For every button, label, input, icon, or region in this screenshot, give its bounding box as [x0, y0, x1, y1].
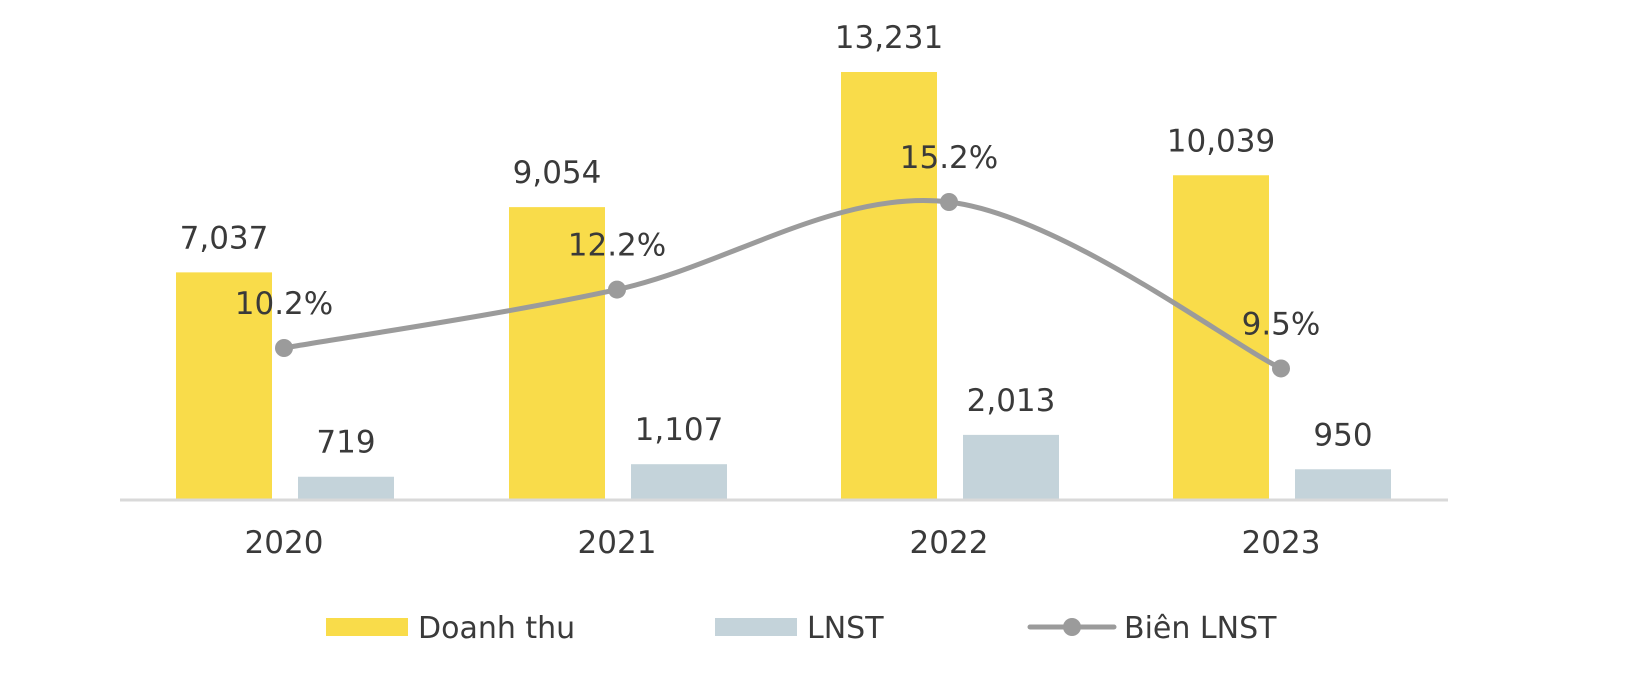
bar-lnst-2020	[298, 476, 394, 500]
legend-swatch-doanh-thu	[326, 618, 408, 636]
x-tick-label-2021: 2021	[578, 525, 657, 561]
x-tick-label-2023: 2023	[1242, 525, 1321, 561]
bar-label-lnst-2021: 1,107	[635, 412, 724, 448]
legend: Doanh thu LNST Biên LNST	[326, 611, 1277, 646]
bar-doanh-thu-2023	[1173, 175, 1269, 501]
bar-label-doanh-thu-2023: 10,039	[1167, 123, 1275, 159]
line-label-2023: 9.5%	[1242, 306, 1321, 342]
x-tick-label-2022: 2022	[910, 525, 989, 561]
bar-label-lnst-2023: 950	[1313, 417, 1372, 453]
bar-label-doanh-thu-2020: 7,037	[180, 220, 269, 256]
bar-lnst-2023	[1295, 469, 1391, 500]
legend-label-lnst: LNST	[807, 611, 884, 646]
bar-lnst-2022	[963, 434, 1059, 500]
labels-layer: 7,037 9,054 13,231 10,039 719 1,107 2,013 950 10…	[180, 20, 1373, 461]
legend-label-doanh-thu: Doanh thu	[418, 611, 575, 646]
line-point-2021	[608, 280, 626, 299]
legend-marker-biên-lnst	[1063, 618, 1081, 636]
line-label-2020: 10.2%	[235, 286, 333, 322]
line-label-2022: 15.2%	[900, 140, 998, 176]
bar-label-doanh-thu-2021: 9,054	[513, 155, 602, 191]
legend-swatch-lnst	[715, 618, 797, 636]
bar-label-doanh-thu-2022: 13,231	[835, 20, 943, 56]
line-label-2021: 12.2%	[568, 228, 666, 264]
line-point-2020	[275, 339, 293, 357]
bar-doanh-thu-2022	[841, 72, 937, 500]
bar-lnst-2021	[631, 464, 727, 500]
bar-doanh-thu-2020	[176, 272, 272, 500]
bars-layer	[176, 72, 1391, 501]
bar-doanh-thu-2021	[509, 207, 605, 500]
bar-label-lnst-2020: 719	[316, 425, 375, 461]
line-point-2023	[1272, 359, 1290, 378]
line-layer	[275, 193, 1290, 378]
bar-label-lnst-2022: 2,013	[967, 383, 1056, 419]
line-point-2022	[940, 193, 958, 211]
x-tick-label-2020: 2020	[245, 525, 324, 561]
x-tick-labels: 2020 2021 2022 2023	[245, 525, 1321, 561]
legend-label-biên-lnst: Biên LNST	[1124, 611, 1277, 646]
line-series-biên-lnst	[281, 198, 1284, 371]
